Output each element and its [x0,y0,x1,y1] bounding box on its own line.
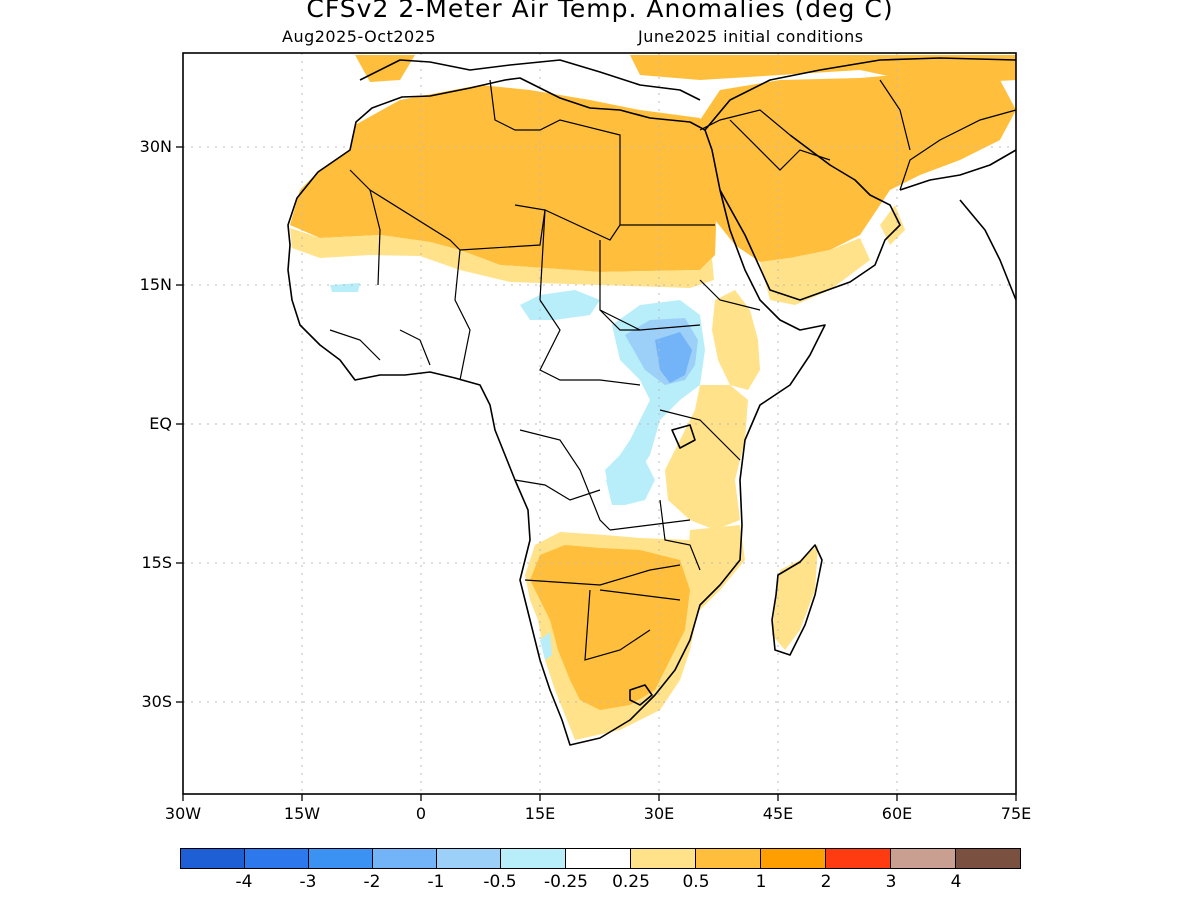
colorbar-swatch-8 [695,848,761,869]
colorbar-swatch-10 [825,848,891,869]
colorbar-swatch-5 [500,848,566,869]
lon-label-15e: 15E [524,804,556,823]
forecast-period: Aug2025-Oct2025 [282,27,437,46]
lake-victoria [671,424,696,449]
lat-label-30s: 30S [141,692,172,711]
anomaly-warm-light-sahel [290,228,714,288]
colorbar-swatch-7 [630,848,696,869]
colorbar-swatch-0 [180,848,245,869]
anomaly-warm-light-mozambique [688,525,745,610]
anomaly-warm-arabia [700,72,1016,262]
anomaly-warm-southern-africa [530,545,690,710]
axis-ticks [176,146,1017,801]
colorbar-label: -0.5 [483,872,517,892]
colorbar-swatch-11 [890,848,956,869]
arabia-coastline [704,57,1017,301]
anomaly-warm-light-yemen [760,238,870,305]
map-title: CFSv2 2-Meter Air Temp. Anomalies (deg C… [306,0,894,23]
lon-label-30w: 30W [164,804,202,823]
anomaly-cool-mauritania [330,283,360,292]
lat-label-30n: 30N [139,137,172,156]
colorbar-label: -0.25 [544,872,588,892]
anomaly-cool-drc [606,460,655,505]
anomaly-warm-sahara [290,85,716,272]
lat-label-15s: 15S [141,553,172,572]
lat-label-15n: 15N [139,275,172,294]
colorbar-label: -4 [235,872,253,892]
anomaly-fill-layer [290,55,1016,740]
colorbar-label: 0.5 [682,872,710,892]
colorbar-label: -1 [427,872,445,892]
colorbar-swatch-2 [308,848,373,869]
colorbar-label: 3 [885,872,897,892]
lon-label-60e: 60E [881,804,913,823]
lon-label-45e: 45E [762,804,794,823]
africa-coastline [287,77,826,746]
lesotho-outline [629,684,653,706]
anomaly-warm-light-oman [880,205,905,245]
anomaly-cool-strong-south-sudan [655,332,692,383]
lon-label-0: 0 [415,804,427,823]
country-borders [329,79,1017,661]
mediterranean-coastline [359,59,701,101]
colorbar-swatch-1 [244,848,309,869]
lon-label-75e: 75E [1000,804,1032,823]
anomaly-warm-light-east-africa [665,385,748,530]
colorbar-label: 1 [755,872,767,892]
colorbar-swatch-9 [760,848,826,869]
colorbar-swatch-3 [372,848,437,869]
colorbar-label: 0.25 [612,872,650,892]
anomaly-warm-light-ethiopia [712,290,760,390]
colorbar-label: 2 [820,872,832,892]
coastlines [287,57,1017,746]
colorbar-swatch-12 [955,848,1021,869]
initial-conditions: June2025 initial conditions [638,27,864,46]
lon-label-15w: 15W [283,804,321,823]
colorbar-swatch-4 [436,848,501,869]
colorbar-label: -3 [299,872,317,892]
lat-label-eq: EQ [149,414,172,433]
colorbar-swatch-6 [565,848,631,869]
lon-label-30e: 30E [643,804,675,823]
colorbar-label: -2 [363,872,381,892]
anomaly-cool-namibia-coast [540,632,552,660]
colorbar-label: 4 [950,872,962,892]
anomaly-cool-chad [520,290,600,320]
madagascar-coastline [771,544,823,656]
anomaly-warm-light-madagascar [772,545,818,650]
